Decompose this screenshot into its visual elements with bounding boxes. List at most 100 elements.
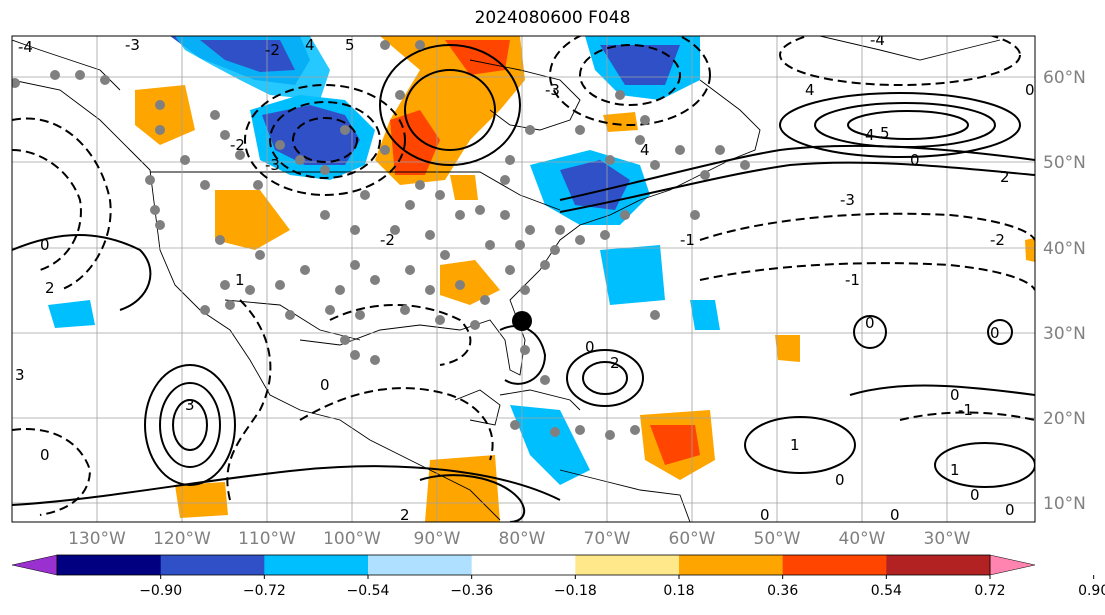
station-markers <box>12 40 750 440</box>
colorbar-tick-label: −0.54 <box>347 583 390 599</box>
colorbar-cell <box>782 555 887 575</box>
fill-blue-nw2 <box>200 40 295 72</box>
colorbar-cell <box>57 555 162 575</box>
contour-ridge <box>379 44 521 166</box>
clabel: -4 <box>18 38 33 56</box>
contour-low-ne-2 <box>579 44 681 106</box>
fill-red-top <box>445 40 510 75</box>
clabel: -2 <box>265 41 280 59</box>
anomaly-fills <box>48 36 1035 522</box>
lon-labels: 130°W 120°W 110°W 100°W 90°W 80°W 70°W 6… <box>68 529 971 549</box>
colorbar-over-arrow <box>989 554 1036 576</box>
contours-dashed <box>12 36 1035 516</box>
clabel: -1 <box>958 401 973 419</box>
fill-cyan-atl2 <box>690 300 720 330</box>
contour-neg-mex <box>226 299 272 501</box>
contour-neg-w <box>12 117 112 291</box>
clabel: 0 <box>40 236 50 254</box>
contour-east-1 <box>934 442 1035 488</box>
colorbar: −0.90 −0.72 −0.54 −0.36 −0.18 0.18 0.36 0.54 0.7… <box>11 554 1105 599</box>
lon-label: 100°W <box>323 529 381 549</box>
colorbar-cell <box>368 555 473 575</box>
lon-label: 30°W <box>924 529 971 549</box>
clabel: 4 <box>640 141 650 159</box>
lat-label: 30°N <box>1043 324 1086 344</box>
contour-east-0 <box>849 384 1035 396</box>
clabel: -2 <box>230 136 245 154</box>
lon-label: 90°W <box>414 529 461 549</box>
contour-jet-2 <box>559 161 1035 213</box>
clabel: -2 <box>380 231 395 249</box>
clabel: 1 <box>790 436 800 454</box>
colorbar-tick-label: 0.36 <box>767 583 798 599</box>
fill-blue-lakes <box>560 160 630 210</box>
contour-atl-2b <box>582 361 628 395</box>
colorbar-tick-label: −0.18 <box>554 583 597 599</box>
colorbar-frame <box>56 554 991 576</box>
contour-low-canada <box>244 84 406 196</box>
lon-label: 80°W <box>499 529 546 549</box>
clabel: 4 <box>865 126 875 144</box>
coast-west <box>12 79 501 521</box>
lat-label: 20°N <box>1043 409 1086 429</box>
contour-zero-east2 <box>987 319 1013 345</box>
fill-cyan-pac <box>48 300 95 328</box>
clabel: 0 <box>585 338 595 356</box>
clabel: 0 <box>320 376 330 394</box>
contour-high-atl-3 <box>847 110 969 140</box>
clabel: 2 <box>400 506 410 524</box>
lat-label: 50°N <box>1043 153 1086 173</box>
colorbar-cell <box>575 555 680 575</box>
contour-low-canada-3 <box>292 117 358 163</box>
fill-orange-cam <box>425 455 500 522</box>
contour-zero-w <box>12 234 152 311</box>
fill-orange-atl <box>775 335 800 362</box>
contour-pac-high-3 <box>172 399 208 451</box>
coast-yucatan <box>454 389 501 426</box>
clabel: -1 <box>845 271 860 289</box>
contour-ridge-2 <box>404 69 496 151</box>
contour-atl-2 <box>566 349 644 407</box>
lat-label: 40°N <box>1043 239 1086 259</box>
clabel: 0 <box>970 486 980 504</box>
border-us-can <box>150 171 561 211</box>
fill-orange-w1 <box>135 85 195 145</box>
clabel: 4 <box>305 36 315 54</box>
clabel: -1 <box>680 231 695 249</box>
contour-neg-gulf <box>329 304 472 366</box>
contour-labels: -4 -3 -2 0 3 2 3 5 4 -3 4 -4 4 5 0 2 -3 … <box>15 31 1035 524</box>
graticule <box>12 36 1035 522</box>
lon-label: 50°W <box>754 529 801 549</box>
clabel: -3 <box>125 36 140 54</box>
colorbar-tick-label: 0.54 <box>871 583 902 599</box>
clabel: -4 <box>870 31 885 49</box>
clabel: 0 <box>1025 81 1035 99</box>
colorbar-tick-label: −0.36 <box>450 583 493 599</box>
coast-cuba <box>499 389 581 411</box>
contour-neg-atl <box>699 212 1035 241</box>
contour-pac-high-2 <box>159 382 221 468</box>
contour-neg-s <box>12 428 92 516</box>
clabel: 5 <box>345 36 355 54</box>
contour-jet-1 <box>559 144 1035 201</box>
storm-center-marker <box>512 311 532 331</box>
clabel: 0 <box>990 324 1000 342</box>
contours <box>12 44 1035 522</box>
clabel: 5 <box>880 124 890 142</box>
lat-label: 60°N <box>1043 68 1086 88</box>
clabel: -3 <box>265 156 280 174</box>
contour-atl-1 <box>744 416 856 474</box>
colorbar-tick-label: −0.90 <box>139 583 182 599</box>
colorbar-ticks: −0.90 −0.72 −0.54 −0.36 −0.18 0.18 0.36 0.54 0.7… <box>139 575 1105 599</box>
colorbar-cell <box>886 555 991 575</box>
clabel: 2 <box>610 354 620 372</box>
clabel: 0 <box>950 386 960 404</box>
fill-blue-canada <box>262 105 360 165</box>
border-us-mex <box>224 299 361 341</box>
colorbar-tick-label: 0.90 <box>1078 583 1105 599</box>
fill-orange-c2 <box>450 175 478 200</box>
map-frame <box>11 35 1036 523</box>
coast-sa <box>559 469 691 522</box>
fill-orange-w2 <box>215 190 290 250</box>
